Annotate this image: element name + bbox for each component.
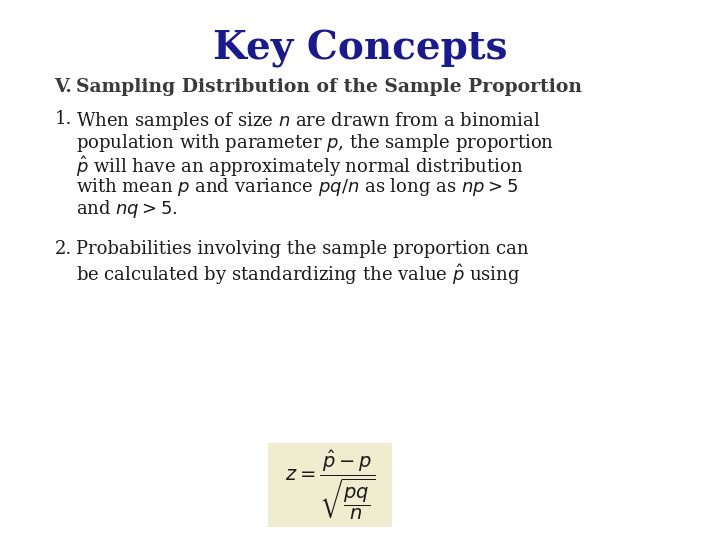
Text: with mean $p$ and variance $pq/n$ as long as $np > 5$: with mean $p$ and variance $pq/n$ as lon…	[76, 176, 518, 198]
Text: 2.: 2.	[55, 240, 72, 258]
Text: $z = \dfrac{\hat{p} - p}{\sqrt{\dfrac{pq}{n}}}$: $z = \dfrac{\hat{p} - p}{\sqrt{\dfrac{pq…	[285, 448, 375, 522]
Text: and $nq > 5$.: and $nq > 5$.	[76, 198, 178, 220]
Text: Sampling Distribution of the Sample Proportion: Sampling Distribution of the Sample Prop…	[76, 78, 582, 96]
Text: V.: V.	[54, 78, 72, 96]
Text: 1.: 1.	[55, 110, 72, 128]
Text: population with parameter $p$, the sample proportion: population with parameter $p$, the sampl…	[76, 132, 554, 154]
FancyBboxPatch shape	[268, 443, 392, 527]
Text: $\hat{p}$ will have an approximately normal distribution: $\hat{p}$ will have an approximately nor…	[76, 154, 523, 179]
Text: When samples of size $n$ are drawn from a binomial: When samples of size $n$ are drawn from …	[76, 110, 541, 132]
Text: Probabilities involving the sample proportion can: Probabilities involving the sample propo…	[76, 240, 528, 258]
Text: be calculated by standardizing the value $\hat{p}$ using: be calculated by standardizing the value…	[76, 262, 521, 287]
Text: Key Concepts: Key Concepts	[212, 30, 508, 68]
